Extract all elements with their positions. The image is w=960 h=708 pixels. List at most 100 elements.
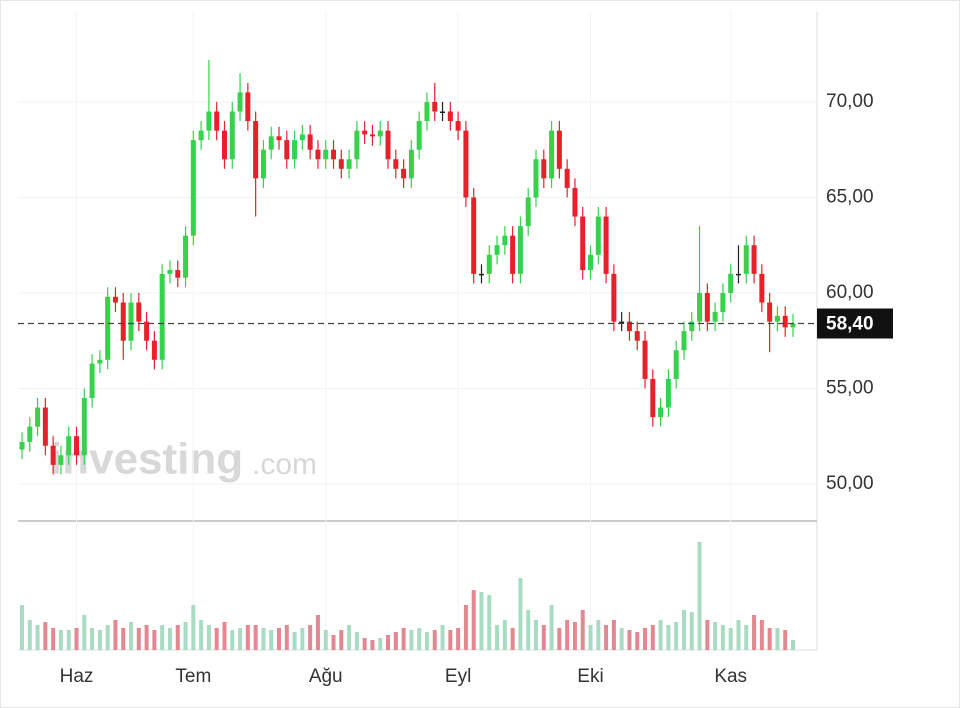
volume-bar [160, 625, 165, 650]
candle-body [323, 149, 329, 160]
candle-body [167, 270, 173, 274]
volume-bar [720, 625, 725, 650]
volume-bar [666, 625, 671, 650]
volume-bar [456, 628, 461, 650]
candle-body [58, 455, 64, 465]
candle-body [626, 321, 632, 332]
candle-body [735, 273, 741, 276]
candle-body [206, 111, 212, 131]
volume-bar [463, 605, 468, 650]
volume-bar [502, 620, 507, 650]
candle-body [634, 331, 640, 341]
volume-bar [354, 632, 359, 650]
volume-bar [74, 628, 79, 650]
volume-bar [487, 595, 492, 650]
volume-bar [191, 605, 196, 650]
candle-body [315, 149, 321, 160]
candle-body [74, 436, 80, 456]
candle-body [190, 140, 196, 236]
volume-bar [596, 620, 601, 650]
candle-body [556, 130, 562, 169]
candle-body [120, 302, 126, 341]
candle-body [401, 168, 407, 179]
x-tick-label: Haz [60, 666, 94, 687]
volume-bar [43, 622, 48, 650]
y-tick-label: 50,00 [826, 473, 874, 494]
volume-bar [510, 628, 515, 650]
candle-body [549, 130, 555, 179]
candle-body [307, 134, 313, 150]
candle-body [619, 321, 625, 324]
volume-bar [681, 610, 686, 650]
candle-body [440, 111, 446, 114]
candle-body [564, 168, 570, 188]
volume-bar [27, 620, 32, 650]
volume-bar [292, 632, 297, 650]
volume-bar [534, 620, 538, 650]
volume-bar [759, 620, 764, 650]
candle-body [673, 350, 679, 379]
volume-bar [331, 635, 336, 650]
volume-bar [791, 640, 795, 650]
candle-body [19, 441, 25, 450]
x-tick-label: Tem [175, 666, 211, 687]
candle-body [720, 292, 726, 313]
volume-bar [495, 625, 500, 650]
volume-bar [386, 635, 391, 650]
volume-bar [347, 625, 352, 650]
candle-body [533, 159, 539, 198]
candle-body [424, 101, 430, 122]
candle-body [354, 130, 360, 160]
volume-bar [245, 625, 250, 650]
candle-body [362, 130, 368, 135]
volume-bar [767, 628, 772, 650]
watermark-suffix: .com [252, 448, 317, 481]
candle-body [377, 130, 383, 137]
volume-bar [35, 625, 40, 650]
candle-body [159, 273, 165, 360]
candle-body [416, 121, 422, 150]
volume-bar [713, 622, 718, 650]
candle-body [221, 130, 227, 160]
volume-bar [113, 620, 118, 650]
volume-bar [440, 625, 445, 650]
x-tick-label: Ağu [309, 666, 343, 687]
volume-bar [518, 578, 523, 650]
candle-body [642, 340, 648, 379]
candle-body [517, 226, 523, 274]
volume-bar [604, 625, 609, 650]
volume-bar [393, 632, 398, 650]
candle-body [486, 254, 492, 274]
volume-bar [230, 630, 235, 650]
candle-body [260, 149, 266, 179]
candle-body [541, 159, 547, 179]
volume-bar [728, 628, 733, 650]
candle-body [767, 302, 773, 322]
volume-bar [277, 628, 281, 650]
candle-body [697, 292, 703, 322]
candle-body [128, 302, 134, 341]
candle-body [198, 130, 204, 141]
volume-bar [214, 628, 219, 650]
candle-body [42, 407, 48, 446]
candle-body [27, 426, 33, 442]
volume-bar [206, 625, 211, 650]
y-tick-label: 65,00 [826, 186, 874, 207]
volume-bar [697, 542, 702, 650]
volume-bar [736, 620, 741, 650]
candle-body [81, 397, 87, 456]
candle-body [572, 187, 578, 217]
volume-bar [424, 632, 429, 650]
volume-bar [674, 622, 679, 650]
volume-bar [300, 628, 305, 650]
candle-body [447, 111, 453, 122]
volume-bar [401, 628, 406, 650]
candle-body [502, 235, 508, 246]
candle-body [276, 136, 282, 141]
candle-body [331, 149, 337, 160]
candle-body [105, 296, 111, 360]
candle-body [494, 245, 500, 255]
volume-bar [409, 630, 414, 650]
volume-bar [339, 630, 344, 650]
volume-bar [51, 628, 56, 650]
